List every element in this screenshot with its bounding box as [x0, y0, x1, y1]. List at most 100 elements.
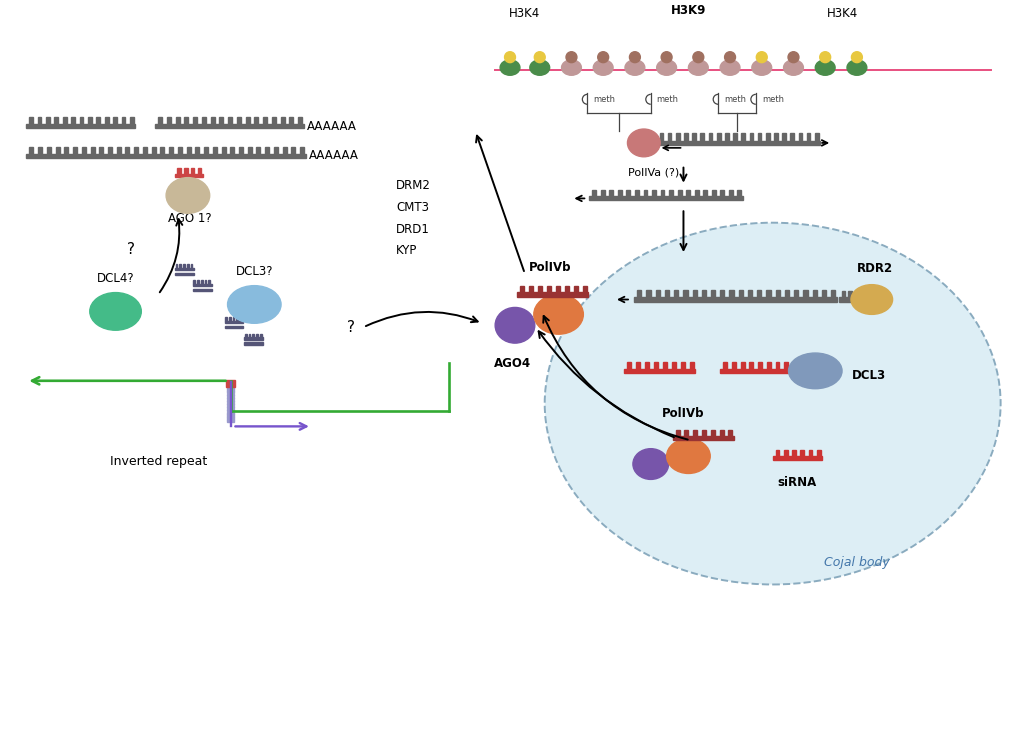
Ellipse shape: [500, 60, 520, 75]
Bar: [193, 289, 212, 291]
Ellipse shape: [633, 449, 669, 479]
Text: siRNA: siRNA: [778, 476, 817, 489]
Bar: [260, 334, 262, 338]
Ellipse shape: [625, 60, 645, 75]
Bar: [256, 334, 258, 338]
Bar: [237, 317, 239, 321]
Bar: [674, 290, 678, 297]
Bar: [239, 147, 243, 154]
Circle shape: [662, 52, 672, 63]
Bar: [226, 394, 234, 397]
Circle shape: [693, 52, 703, 63]
Ellipse shape: [90, 293, 141, 330]
Ellipse shape: [593, 60, 613, 75]
Ellipse shape: [529, 60, 550, 75]
Bar: [676, 430, 680, 436]
Bar: [750, 133, 754, 141]
Bar: [30, 147, 34, 154]
Bar: [245, 334, 247, 338]
Bar: [254, 117, 258, 124]
Bar: [692, 290, 696, 297]
Bar: [817, 450, 820, 456]
Bar: [663, 362, 667, 368]
Bar: [292, 147, 295, 154]
Text: DRM2: DRM2: [396, 179, 431, 192]
Bar: [849, 290, 852, 298]
Bar: [673, 436, 734, 440]
Bar: [655, 290, 659, 297]
Ellipse shape: [534, 295, 584, 334]
Bar: [729, 189, 733, 196]
Bar: [226, 408, 234, 411]
Bar: [221, 147, 225, 154]
Bar: [202, 117, 206, 124]
Bar: [245, 343, 263, 345]
Bar: [831, 290, 836, 297]
Bar: [256, 147, 260, 154]
Bar: [80, 117, 83, 124]
Bar: [183, 264, 184, 268]
Text: DCL3?: DCL3?: [236, 265, 273, 278]
Text: Inverted repeat: Inverted repeat: [110, 455, 207, 468]
Bar: [712, 189, 716, 196]
Bar: [686, 189, 690, 196]
Bar: [645, 362, 649, 368]
Bar: [226, 411, 234, 413]
Bar: [246, 117, 250, 124]
Bar: [241, 317, 242, 321]
Bar: [723, 362, 727, 368]
Bar: [211, 117, 215, 124]
Bar: [196, 147, 200, 154]
Bar: [802, 362, 806, 368]
Bar: [785, 290, 790, 297]
Bar: [191, 168, 195, 174]
Bar: [72, 117, 75, 124]
Bar: [213, 147, 217, 154]
Bar: [815, 133, 818, 141]
Bar: [159, 117, 162, 124]
Bar: [799, 133, 802, 141]
Bar: [775, 290, 780, 297]
Bar: [775, 450, 779, 456]
Bar: [226, 388, 234, 391]
Bar: [635, 189, 639, 196]
Bar: [793, 450, 796, 456]
Bar: [249, 334, 251, 338]
Text: H3K4: H3K4: [826, 7, 858, 20]
Bar: [839, 298, 867, 301]
Circle shape: [535, 52, 545, 63]
Bar: [82, 147, 86, 154]
Text: H3K4: H3K4: [509, 7, 541, 20]
Bar: [547, 286, 551, 293]
Bar: [634, 297, 837, 301]
Bar: [117, 147, 121, 154]
Bar: [654, 362, 658, 368]
Bar: [228, 117, 232, 124]
Bar: [703, 189, 708, 196]
Bar: [272, 117, 275, 124]
Bar: [694, 189, 698, 196]
Bar: [245, 338, 263, 340]
Bar: [130, 117, 134, 124]
Bar: [46, 117, 50, 124]
Bar: [193, 284, 212, 287]
Bar: [204, 147, 208, 154]
Bar: [226, 397, 234, 399]
Bar: [711, 290, 715, 297]
Bar: [38, 147, 42, 154]
Bar: [232, 317, 234, 321]
Bar: [169, 147, 173, 154]
Bar: [290, 117, 294, 124]
Bar: [741, 133, 745, 141]
Bar: [47, 147, 51, 154]
Bar: [646, 290, 650, 297]
Bar: [659, 133, 664, 141]
Bar: [179, 264, 181, 268]
Bar: [281, 117, 285, 124]
Bar: [804, 290, 808, 297]
Ellipse shape: [815, 60, 836, 75]
Bar: [253, 334, 254, 338]
Bar: [226, 417, 234, 419]
Bar: [720, 189, 724, 196]
Bar: [740, 362, 744, 368]
